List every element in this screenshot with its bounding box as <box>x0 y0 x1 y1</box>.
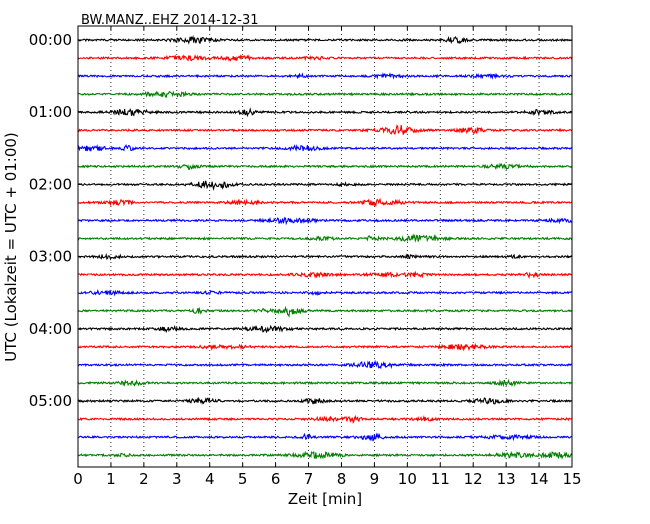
trace-0000 <box>77 34 573 45</box>
trace-0330 <box>77 288 573 297</box>
x-tick-label: 8 <box>337 470 347 488</box>
x-tick-label: 2 <box>139 470 149 488</box>
y-tick-label: 01:00 <box>29 103 72 121</box>
trace-0445 <box>77 378 573 388</box>
trace-0415 <box>77 342 573 352</box>
trace-0215 <box>77 197 573 208</box>
trace-0115 <box>77 124 573 135</box>
trace-0315 <box>77 270 573 280</box>
x-tick-label: 5 <box>238 470 248 488</box>
y-tick-label: 03:00 <box>29 248 72 266</box>
trace-0045 <box>77 90 573 99</box>
trace-0245 <box>77 233 573 243</box>
trace-0400 <box>77 324 573 334</box>
y-tick-label: 02:00 <box>29 175 72 193</box>
y-tick-label: 00:00 <box>29 31 72 49</box>
chart-title: BW.MANZ..EHZ 2014-12-31 <box>81 13 259 28</box>
x-tick-label: 15 <box>562 470 581 488</box>
trace-0530 <box>77 432 573 442</box>
x-tick-label: 7 <box>304 470 314 488</box>
trace-0300 <box>77 252 573 261</box>
trace-0500 <box>77 396 573 405</box>
grid-layer <box>110 26 540 467</box>
x-tick-label: 0 <box>73 470 83 488</box>
x-tick-label: 11 <box>431 470 450 488</box>
trace-0230 <box>77 216 573 226</box>
x-tick-label: 3 <box>172 470 182 488</box>
plot-frame <box>77 25 573 468</box>
trace-0030 <box>77 72 573 80</box>
y-tick-label: 04:00 <box>29 320 72 338</box>
y-axis-label: UTC (Lokalzeit = UTC + 01:00) <box>2 132 20 362</box>
trace-0200 <box>77 180 573 191</box>
x-tick-label: 12 <box>464 470 483 488</box>
tick-layer <box>77 26 573 467</box>
trace-0145 <box>77 162 573 171</box>
y-tick-label: 05:00 <box>29 392 72 410</box>
x-tick-label: 6 <box>271 470 281 488</box>
trace-0130 <box>77 144 573 152</box>
x-tick-labels: 0 1 2 3 4 5 6 7 8 9 10 11 12 13 14 15 <box>73 470 581 488</box>
trace-0100 <box>77 107 573 118</box>
trace-0545 <box>77 450 573 460</box>
x-tick-label: 4 <box>205 470 215 488</box>
x-tick-label: 14 <box>530 470 549 488</box>
trace-0015 <box>77 54 573 62</box>
trace-0430 <box>77 359 573 370</box>
trace-0345 <box>77 305 573 318</box>
x-tick-label: 13 <box>497 470 516 488</box>
x-axis-label: Zeit [min] <box>288 490 362 508</box>
y-tick-labels: 00:00 01:00 02:00 03:00 04:00 05:00 <box>29 31 72 410</box>
trace-layer <box>77 34 573 460</box>
x-tick-label: 10 <box>398 470 417 488</box>
x-tick-label: 9 <box>370 470 380 488</box>
trace-0515 <box>77 414 573 425</box>
x-tick-label: 1 <box>106 470 116 488</box>
